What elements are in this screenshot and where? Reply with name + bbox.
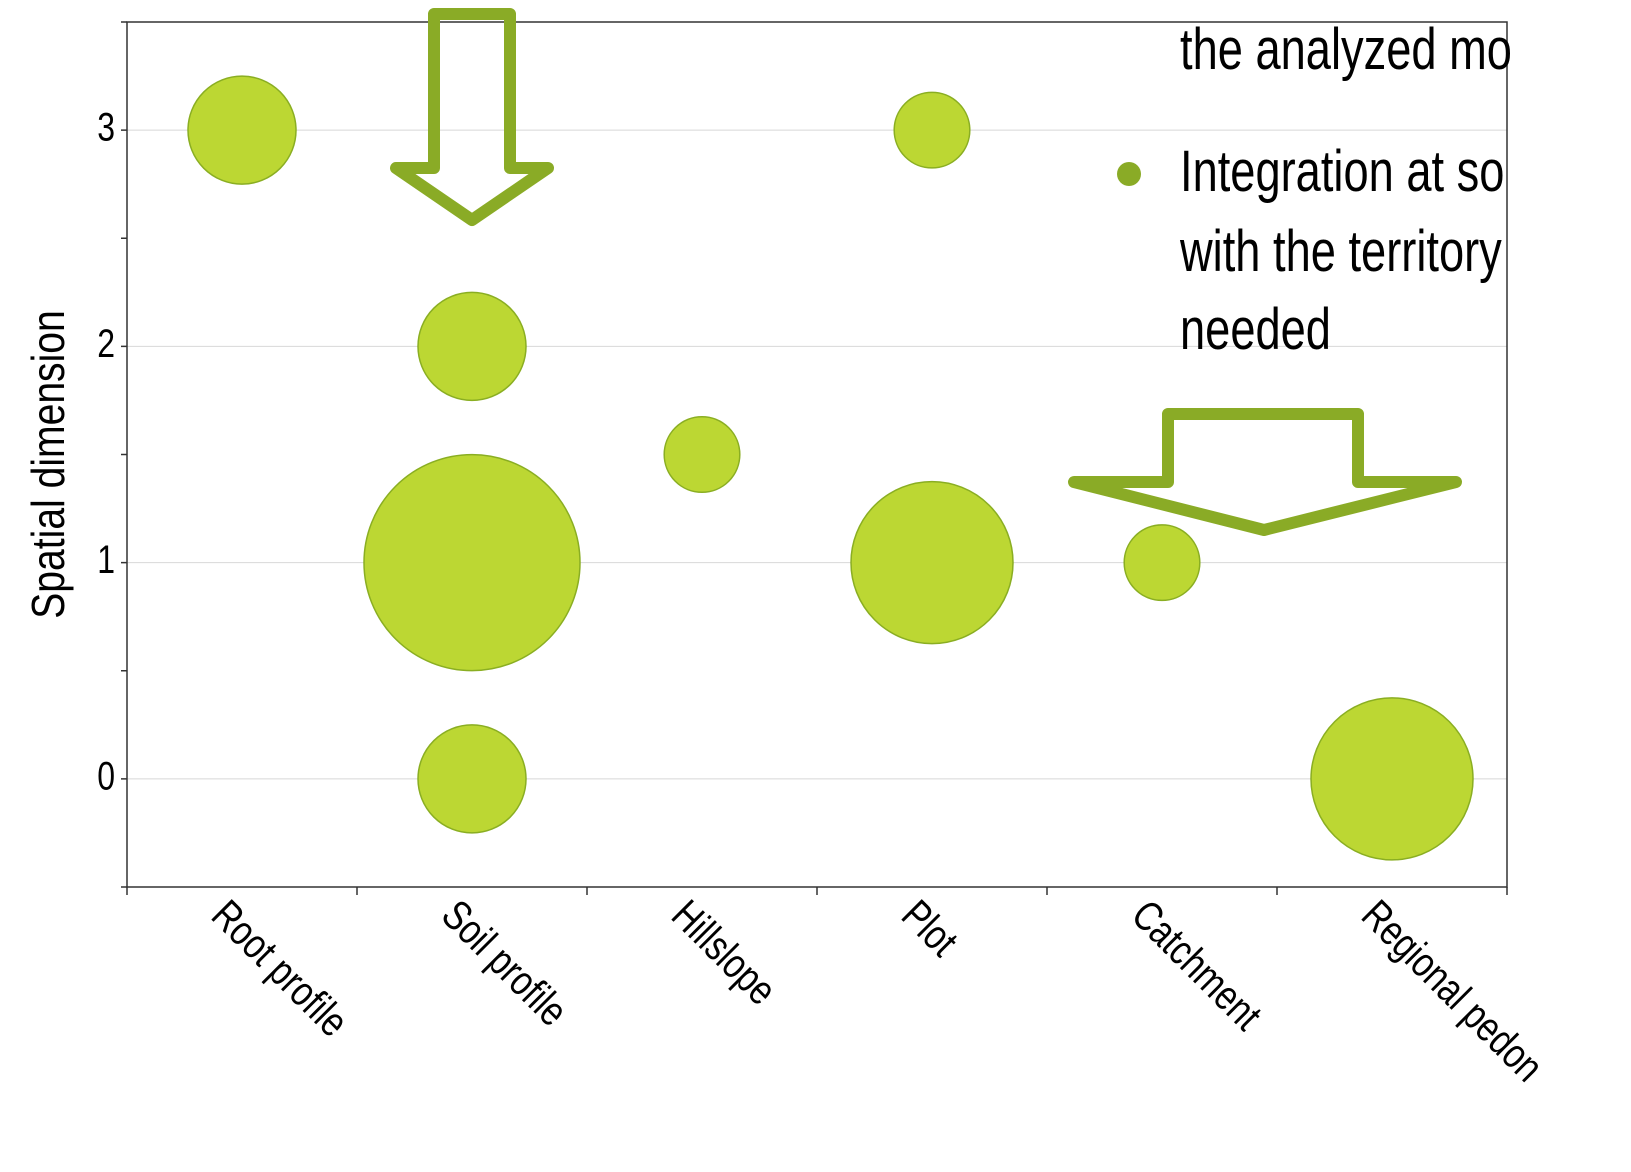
bubble-point [893, 91, 971, 169]
bubble-point [363, 453, 581, 672]
down-arrow-catchment [1068, 408, 1462, 536]
bubble-point [1310, 697, 1474, 861]
bubble-point [417, 291, 527, 402]
y-tick-label: 1 [97, 537, 115, 582]
bubble-point [417, 724, 527, 834]
x-tick-label: Regional pedon [1352, 892, 1551, 1091]
overlay-bullet-line-2: with the territory [1180, 219, 1502, 284]
arrows [390, 8, 1462, 536]
overlay-bullet-line-3: needed [1180, 297, 1331, 362]
y-tick-label: 2 [97, 320, 115, 365]
overlay-text-line: the analyzed mo [1180, 17, 1512, 82]
bubble-series [187, 75, 1474, 861]
x-tick-label: Root profile [202, 892, 356, 1046]
y-tick-label: 0 [97, 753, 115, 798]
gridlines [127, 129, 1507, 780]
down-arrow-soil-profile [390, 8, 554, 226]
bubble-point [850, 480, 1014, 645]
x-tick-label: Soil profile [432, 892, 576, 1036]
bullet-dot [1117, 162, 1141, 186]
bubble-point [1123, 524, 1201, 602]
y-axis-title: Spatial dimension [23, 310, 75, 619]
y-axis-label: Spatial dimension [23, 310, 75, 619]
bubble-point [187, 75, 297, 185]
x-tick-label: Catchment [1122, 892, 1270, 1040]
bubble-point [663, 415, 741, 494]
x-tick-label: Plot [892, 892, 966, 966]
x-tick-label: Hillslope [662, 892, 785, 1015]
y-tick-label: 3 [97, 104, 115, 149]
overlay-bullet-line-1: Integration at so [1180, 139, 1505, 204]
